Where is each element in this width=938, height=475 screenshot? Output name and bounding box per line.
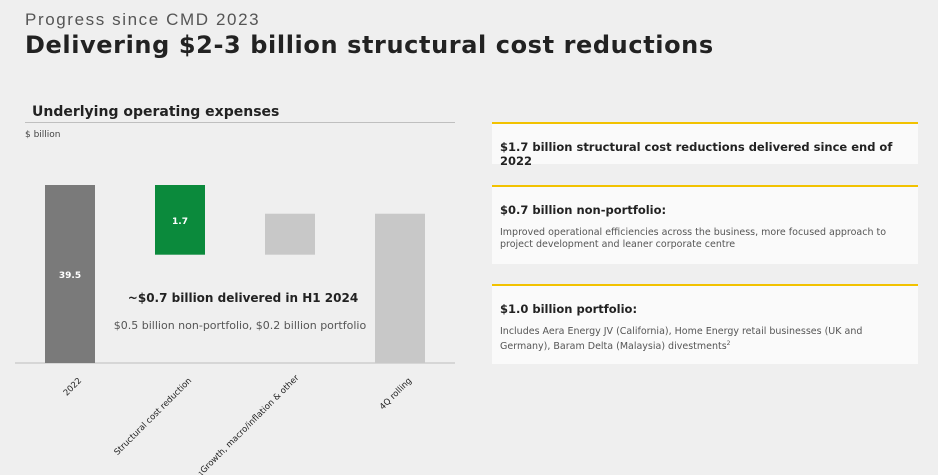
chart-unit-label: $ billion: [25, 130, 61, 140]
card-total-reductions: $1.7 billion structural cost reductions …: [492, 122, 918, 168]
annotation-detail: $0.5 billion non-portfolio, $0.2 billion…: [113, 319, 367, 332]
card-non-portfolio: $0.7 billion non-portfolio: Improved ope…: [492, 185, 918, 264]
card-portfolio-heading: $1.0 billion portfolio:: [500, 302, 638, 316]
category-label-1: Structural cost reduction: [113, 376, 195, 458]
annotation-headline: ~$0.7 billion delivered in H1 2024: [127, 291, 359, 305]
category-footnote-2: 1: [197, 470, 205, 475]
category-label-3: 4Q rolling: [378, 376, 414, 412]
card-non-portfolio-heading: $0.7 billion non-portfolio:: [500, 203, 667, 217]
waterfall-chart: 39.5 2022 1.7 Structural cost reduction1Gro…: [15, 185, 455, 475]
card-portfolio-body: Includes Aera Energy JV (California), Ho…: [500, 326, 910, 353]
category-label-0: 2022: [62, 376, 84, 398]
category-label-2: 1Growth, macro/inflation & other: [196, 373, 302, 475]
chart-title: Underlying operating expenses: [32, 104, 280, 120]
bar-2: [265, 213, 315, 255]
bar-value-label-1: 1.7: [172, 217, 188, 227]
bar-0: [45, 185, 95, 363]
card-portfolio: $1.0 billion portfolio: Includes Aera En…: [492, 284, 918, 364]
bar-value-label-0: 39.5: [59, 271, 81, 281]
bar-3: [375, 213, 425, 363]
chart-title-rule: [25, 122, 455, 123]
page-title: Delivering $2-3 billion structural cost …: [25, 31, 714, 59]
card-portfolio-body-text: Includes Aera Energy JV (California), Ho…: [500, 326, 863, 353]
bar-1: [155, 185, 205, 255]
card-non-portfolio-body: Improved operational efficiencies across…: [500, 227, 887, 250]
page-kicker: Progress since CMD 2023: [25, 10, 261, 29]
card-portfolio-footnote: 2: [726, 340, 731, 347]
card-total-reductions-heading: $1.7 billion structural cost reductions …: [500, 140, 893, 168]
